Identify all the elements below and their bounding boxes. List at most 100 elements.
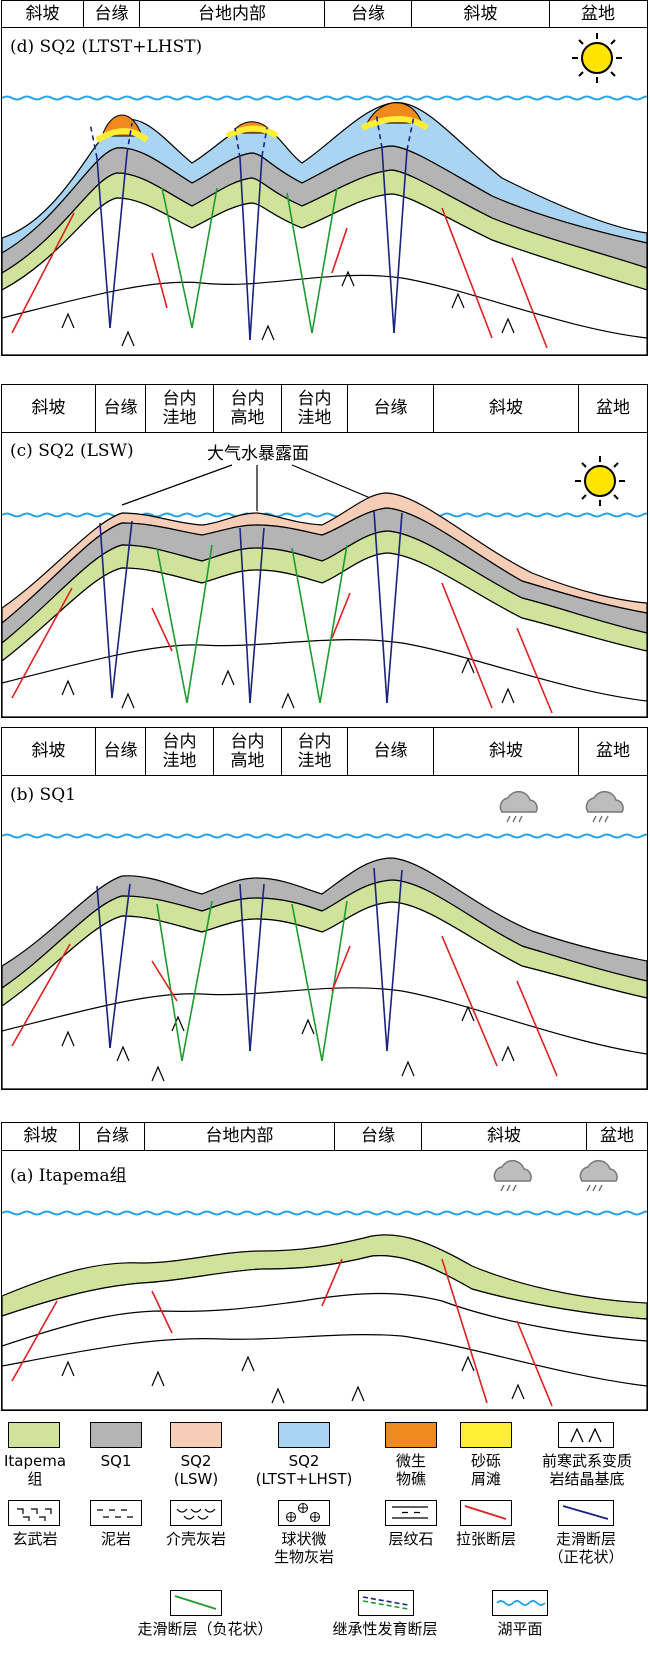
zone-slope: 斜坡	[2, 1123, 80, 1150]
zone-interior-depression: 台内 洼地	[282, 728, 348, 775]
zone-slope: 斜坡	[412, 1, 550, 27]
legend-label: SQ2 (LSW)	[173, 1452, 219, 1488]
legend-label: 拉张断层	[455, 1530, 516, 1548]
laminite-icon	[392, 1506, 428, 1519]
legend-label: 介壳灰岩	[165, 1530, 226, 1548]
zone-margin: 台缘	[348, 728, 434, 775]
zone-interior-high: 台内 高地	[214, 385, 282, 432]
zone-slope: 斜坡	[2, 1, 84, 27]
strike-slip-faults-negative	[156, 544, 348, 704]
basement-symbols	[61, 270, 515, 347]
zone-basin: 盆地	[600, 1126, 634, 1146]
cross-section-b	[2, 790, 647, 1089]
legend-swatch-sq2-ltst	[278, 1422, 330, 1448]
zone-platform-interior: 台地内部	[140, 1, 325, 27]
panel-a: 斜坡 台缘 台地内部 台缘 斜坡 盆地 (a) Itapema组	[1, 1122, 648, 1411]
rain-cloud-icon	[499, 790, 538, 823]
basement-boundary	[2, 1333, 647, 1387]
zone-margin: 台缘	[84, 1, 140, 27]
legend-swatch-grain-shoal	[460, 1422, 512, 1448]
legend-swatch-laminite	[385, 1500, 437, 1526]
legend-label: 走滑断层 （正花状）	[548, 1530, 624, 1566]
legend-swatch-itapema	[8, 1422, 60, 1448]
legend-swatch-coquina	[170, 1500, 222, 1526]
basalt-layers	[2, 901, 647, 1089]
zone-header-a: 斜坡 台缘 台地内部 台缘 斜坡 盆地	[2, 1123, 647, 1151]
lake-level-wave	[2, 833, 647, 839]
zone-interior-high: 台内 高地	[214, 728, 282, 775]
zone-interior-depression: 台内 洼地	[282, 385, 348, 432]
zone-margin: 台缘	[348, 385, 434, 432]
cross-section-d	[2, 33, 647, 355]
dash-icon	[97, 1509, 133, 1518]
sun-icon	[572, 33, 622, 83]
zone-margin: 台缘	[96, 385, 146, 432]
panel-title: (a) Itapema组	[10, 1166, 127, 1186]
green-line-icon	[174, 1595, 217, 1610]
legend-label: 走滑断层（负花状）	[137, 1620, 273, 1638]
strike-slip-faults-negative	[156, 900, 348, 1062]
legend-swatch-strike-slip-negative	[170, 1590, 222, 1616]
legend-swatch-mudstone	[90, 1500, 142, 1526]
basement-boundary	[2, 639, 647, 702]
cross-section-c	[2, 456, 647, 717]
zone-basin: 盆地	[596, 741, 630, 761]
panel-c: 斜坡 台缘 台内 洼地 台内 高地 台内 洼地 台缘 斜坡 盆地 (c) SQ2…	[1, 384, 648, 718]
extensional-faults	[11, 1258, 553, 1407]
legend-swatch-basalt	[8, 1500, 60, 1526]
panel-title: (d) SQ2 (LTST+LHST)	[10, 37, 203, 57]
basement-symbols	[61, 1355, 525, 1404]
legend-swatch-sq1	[90, 1422, 142, 1448]
extensional-faults	[11, 582, 553, 714]
legend-swatch-inherited-fault	[358, 1590, 414, 1616]
circle-plus-icon	[286, 1503, 320, 1522]
cross-section-a	[2, 1159, 647, 1410]
grain-shoal	[95, 116, 429, 143]
basalt-layers	[2, 552, 647, 717]
legend-swatch-microbial-reef	[385, 1422, 437, 1448]
legend-label: Itapema 组	[3, 1452, 67, 1488]
extensional-faults	[11, 207, 548, 349]
strike-slip-faults-negative	[161, 187, 338, 334]
legend-label: 前寒武系变质 岩结晶基底	[541, 1452, 632, 1488]
zone-slope: 斜坡	[422, 1123, 587, 1150]
basalt-internal-boundary	[2, 1292, 647, 1347]
zone-slope: 斜坡	[2, 385, 96, 432]
legend-swatch-strike-slip-positive	[558, 1500, 614, 1526]
navy-line-icon	[562, 1505, 609, 1520]
zone-basin: 盆地	[581, 3, 615, 24]
basalt-icon	[17, 1508, 52, 1521]
zone-margin: 台缘	[96, 728, 146, 775]
legend-label: SQ1	[100, 1452, 132, 1470]
rain-cloud-icon	[585, 790, 624, 823]
dashed-fault-icon	[362, 1596, 409, 1610]
basalt-layers	[2, 193, 647, 355]
zone-slope: 斜坡	[434, 728, 579, 775]
lake-level-wave	[2, 1210, 647, 1216]
zone-interior-depression: 台内 洼地	[146, 728, 214, 775]
legend-label: 湖平面	[497, 1620, 543, 1638]
zone-margin: 台缘	[335, 1123, 422, 1150]
lake-level-wave	[2, 512, 647, 518]
panel-title: (b) SQ1	[10, 785, 76, 805]
strike-slip-faults-positive	[96, 147, 408, 341]
legend-label: 层纹石	[388, 1530, 434, 1548]
legend-swatch-sq2-lsw	[170, 1422, 222, 1448]
inherited-faults	[89, 112, 415, 159]
exposure-surface-label: 大气水暴露面	[207, 444, 309, 464]
strike-slip-faults-positive	[96, 867, 403, 1052]
zone-header-c: 斜坡 台缘 台内 洼地 台内 高地 台内 洼地 台缘 斜坡 盆地	[2, 385, 647, 433]
shell-icon	[176, 1508, 216, 1520]
rain-cloud-icon	[493, 1159, 532, 1192]
zone-slope: 斜坡	[2, 728, 96, 775]
lake-level-wave	[2, 95, 647, 101]
legend-label: 微生 物礁	[395, 1452, 426, 1488]
zone-header-b: 斜坡 台缘 台内 洼地 台内 高地 台内 洼地 台缘 斜坡 盆地	[2, 728, 647, 776]
wave-icon	[496, 1600, 546, 1606]
legend-swatch-spherulite	[278, 1500, 330, 1526]
basement-boundary	[2, 274, 647, 339]
caret-icon	[570, 1427, 602, 1443]
extensional-faults	[11, 935, 558, 1077]
legend-label: 继承性发育断层	[332, 1620, 438, 1638]
legend-label: 球状微 生物灰岩	[273, 1530, 334, 1566]
